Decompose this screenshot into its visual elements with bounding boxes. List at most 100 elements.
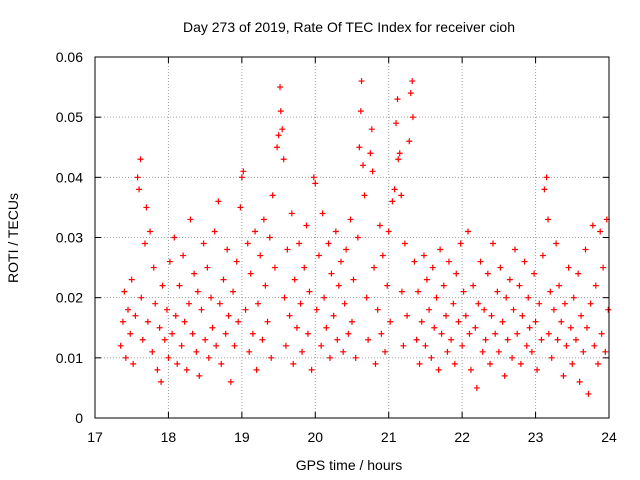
data-point (528, 348, 535, 355)
y-axis-label: ROTI / TECUs (5, 193, 21, 283)
data-point (304, 330, 311, 337)
data-point (257, 252, 264, 259)
data-point (400, 342, 407, 349)
data-point (497, 264, 504, 271)
y-tick-label: 0.01 (56, 350, 83, 366)
data-point (253, 366, 260, 373)
x-tick-label: 18 (161, 429, 177, 445)
data-point (352, 354, 359, 361)
data-point (326, 354, 333, 361)
data-point (139, 336, 146, 343)
data-point (459, 342, 466, 349)
data-point (384, 282, 391, 289)
data-point (308, 366, 315, 373)
data-point (262, 282, 269, 289)
data-point (422, 342, 429, 349)
data-point (312, 180, 319, 187)
data-point (582, 246, 589, 253)
data-point (398, 192, 405, 199)
data-point (198, 306, 205, 313)
data-point (299, 348, 306, 355)
data-point (512, 246, 519, 253)
data-point (277, 84, 284, 91)
data-point (492, 330, 499, 337)
data-point (488, 312, 495, 319)
data-point (238, 174, 245, 181)
data-point (296, 240, 303, 247)
data-point (306, 288, 313, 295)
data-point (141, 240, 148, 247)
data-point (171, 234, 178, 241)
data-point (411, 258, 418, 265)
data-point (600, 264, 607, 271)
data-point (516, 282, 523, 289)
data-point (196, 372, 203, 379)
data-point (444, 348, 451, 355)
data-point (335, 282, 342, 289)
data-point (428, 354, 435, 361)
data-point (393, 120, 400, 127)
data-point (514, 330, 521, 337)
data-point (401, 240, 408, 247)
data-point (554, 336, 561, 343)
y-tick-label: 0.05 (56, 109, 83, 125)
data-point (423, 276, 430, 283)
data-point (369, 168, 376, 175)
data-point (161, 336, 168, 343)
data-point (244, 240, 251, 247)
data-point (176, 282, 183, 289)
data-point (356, 144, 363, 151)
x-tick-label: 22 (454, 429, 470, 445)
data-point (259, 336, 266, 343)
data-point (521, 258, 528, 265)
data-point (426, 306, 433, 313)
data-point (415, 288, 422, 295)
data-point (200, 240, 207, 247)
data-point (547, 288, 554, 295)
data-point (134, 174, 141, 181)
data-point (553, 240, 560, 247)
data-point (208, 294, 215, 301)
data-point (494, 288, 501, 295)
data-point (578, 312, 585, 319)
x-axis-label: GPS time / hours (296, 457, 403, 473)
data-point (416, 360, 423, 367)
data-point (519, 312, 526, 319)
data-point (372, 360, 379, 367)
data-point (328, 270, 335, 277)
data-point (205, 354, 212, 361)
data-point (563, 342, 570, 349)
data-point (591, 342, 598, 349)
data-point (204, 264, 211, 271)
data-point (349, 318, 355, 325)
data-point (465, 228, 472, 235)
data-point (323, 324, 330, 331)
data-point (525, 294, 532, 301)
data-point (128, 276, 135, 283)
data-point (286, 312, 293, 319)
data-point (382, 348, 389, 355)
data-point (216, 300, 223, 307)
x-tick-label: 17 (87, 429, 103, 445)
data-point (371, 264, 378, 271)
data-point (556, 282, 563, 289)
data-point (284, 246, 291, 253)
data-point (565, 264, 572, 271)
data-point (466, 330, 473, 337)
data-point (545, 216, 552, 223)
data-point (143, 204, 150, 211)
data-point (178, 342, 185, 349)
data-point (569, 360, 576, 367)
data-point (394, 96, 401, 103)
x-tick-label: 21 (381, 429, 397, 445)
data-point (252, 228, 259, 235)
data-point (420, 252, 427, 259)
data-point (445, 258, 452, 265)
data-point (462, 312, 469, 319)
data-point (395, 156, 402, 163)
data-point (467, 366, 474, 373)
y-tick-label: 0 (75, 410, 83, 426)
data-point (222, 330, 229, 337)
data-point (499, 318, 506, 325)
